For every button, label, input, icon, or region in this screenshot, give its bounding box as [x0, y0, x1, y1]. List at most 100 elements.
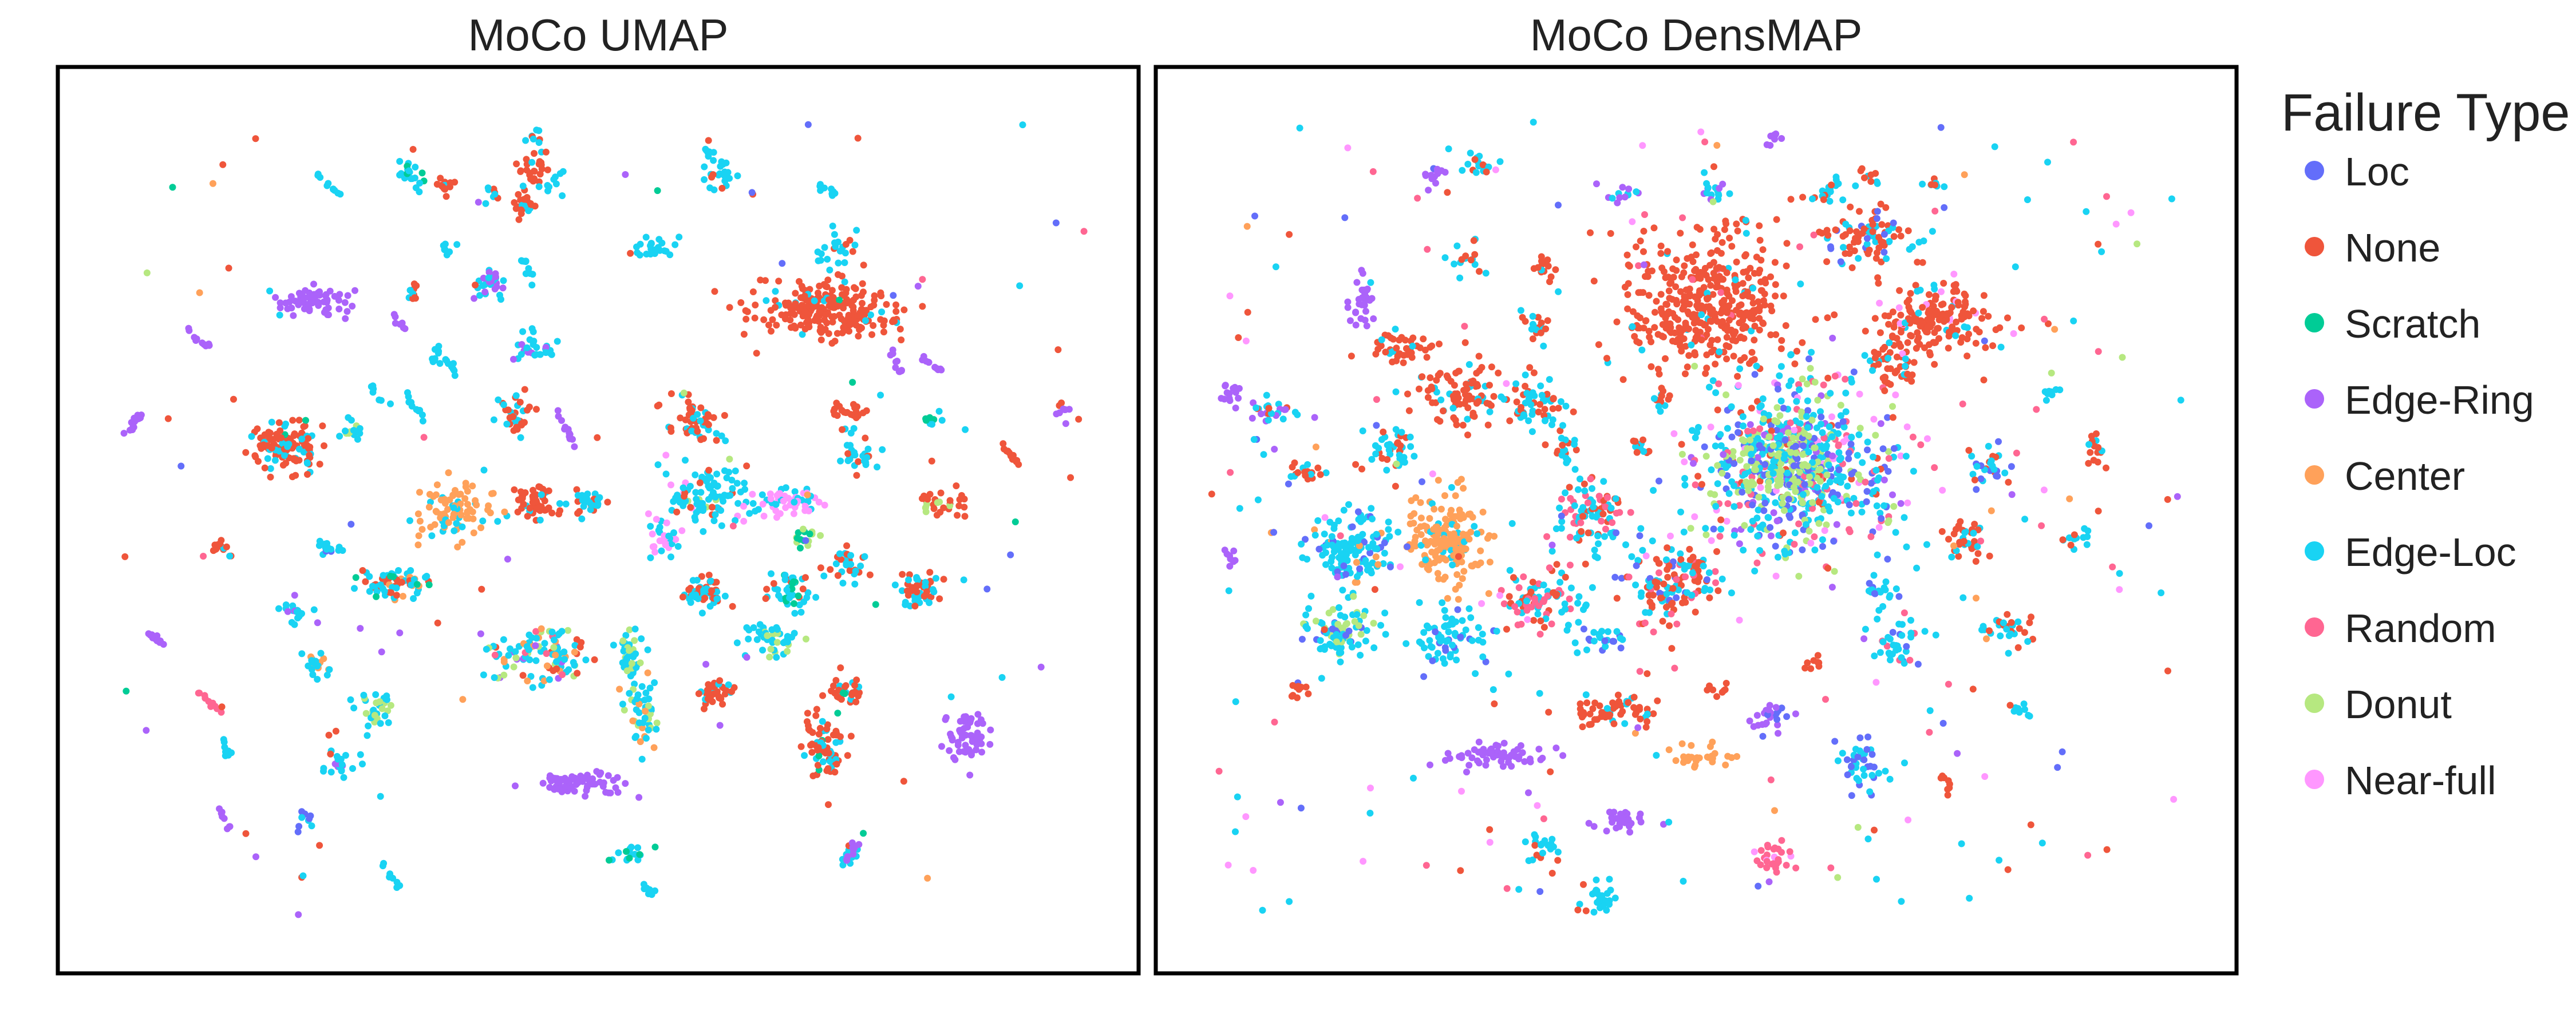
data-point — [495, 396, 502, 403]
data-point — [816, 308, 823, 315]
data-point — [1678, 450, 1686, 458]
data-point — [922, 508, 930, 516]
data-point — [750, 624, 757, 631]
data-point — [770, 580, 777, 587]
data-point — [966, 771, 974, 779]
data-point — [242, 830, 250, 837]
data-point — [564, 627, 572, 634]
data-point — [1440, 535, 1448, 542]
data-point — [1385, 518, 1392, 526]
data-point — [1897, 232, 1905, 240]
data-point — [1681, 757, 1688, 764]
data-point — [1804, 462, 1811, 470]
data-point — [763, 585, 771, 593]
data-point — [1520, 573, 1527, 580]
data-point — [594, 434, 601, 441]
data-point — [1681, 475, 1688, 482]
data-point — [449, 365, 457, 373]
data-point — [1726, 235, 1733, 241]
data-point — [1061, 406, 1068, 413]
data-point — [1741, 522, 1748, 529]
data-point — [851, 580, 859, 588]
data-point — [1721, 226, 1728, 233]
data-point — [817, 323, 824, 331]
data-point — [491, 191, 499, 198]
data-point — [1692, 351, 1699, 359]
data-point — [880, 322, 887, 329]
data-point — [762, 595, 769, 602]
data-point — [1610, 720, 1618, 727]
data-point — [1791, 529, 1799, 537]
data-point — [654, 461, 662, 469]
data-point — [431, 521, 438, 528]
data-point — [998, 674, 1006, 681]
data-point — [832, 677, 840, 684]
data-point — [1811, 444, 1819, 451]
data-point — [305, 302, 313, 309]
data-point — [1016, 282, 1024, 290]
data-point — [351, 585, 358, 592]
data-point — [1733, 258, 1740, 266]
data-point — [1856, 425, 1864, 432]
data-point — [1714, 231, 1721, 238]
data-point — [1921, 344, 1928, 351]
data-point — [1707, 423, 1714, 431]
data-point — [480, 671, 487, 679]
data-point — [1773, 418, 1781, 426]
data-point — [772, 501, 780, 508]
data-point — [540, 677, 548, 684]
data-point — [788, 585, 796, 593]
data-point — [1455, 596, 1462, 603]
data-point — [225, 264, 232, 272]
data-point — [1889, 308, 1897, 316]
data-point — [559, 168, 567, 175]
data-point — [718, 522, 725, 529]
data-point — [254, 425, 261, 433]
data-point — [314, 172, 322, 179]
data-point — [716, 694, 723, 702]
data-point — [469, 482, 476, 490]
data-point — [787, 316, 794, 324]
data-point — [966, 719, 974, 726]
data-point — [1793, 347, 1800, 355]
data-point — [521, 386, 528, 393]
data-point — [1707, 490, 1714, 497]
data-point — [523, 344, 531, 351]
data-point — [1690, 319, 1698, 327]
data-point — [1342, 621, 1350, 628]
data-point — [1791, 426, 1798, 434]
data-point — [268, 418, 275, 426]
data-point — [457, 490, 464, 498]
data-point — [1770, 509, 1777, 516]
data-point — [823, 725, 831, 732]
data-point — [1823, 472, 1831, 479]
data-point — [1452, 618, 1459, 625]
data-point — [306, 451, 313, 459]
data-point — [1575, 593, 1583, 600]
data-point — [1445, 621, 1453, 629]
data-point — [1404, 543, 1411, 550]
data-point — [633, 664, 640, 671]
data-point — [839, 426, 846, 433]
data-point — [1869, 228, 1876, 235]
data-point — [305, 662, 312, 670]
data-point — [542, 344, 550, 351]
data-point — [927, 593, 935, 601]
data-point — [513, 423, 520, 431]
data-point — [1842, 220, 1850, 228]
data-point — [1535, 409, 1542, 415]
data-point — [1452, 369, 1460, 377]
data-point — [1760, 415, 1767, 423]
data-point — [809, 772, 817, 779]
data-point — [1739, 489, 1746, 496]
data-point — [863, 407, 870, 414]
data-point — [1704, 295, 1712, 302]
data-point — [1728, 403, 1735, 410]
data-point — [1525, 417, 1532, 425]
data-point — [1457, 515, 1464, 522]
data-point — [1704, 753, 1711, 760]
data-point — [847, 411, 855, 418]
data-point — [441, 496, 448, 503]
data-point — [306, 815, 313, 822]
data-point — [1421, 644, 1428, 652]
